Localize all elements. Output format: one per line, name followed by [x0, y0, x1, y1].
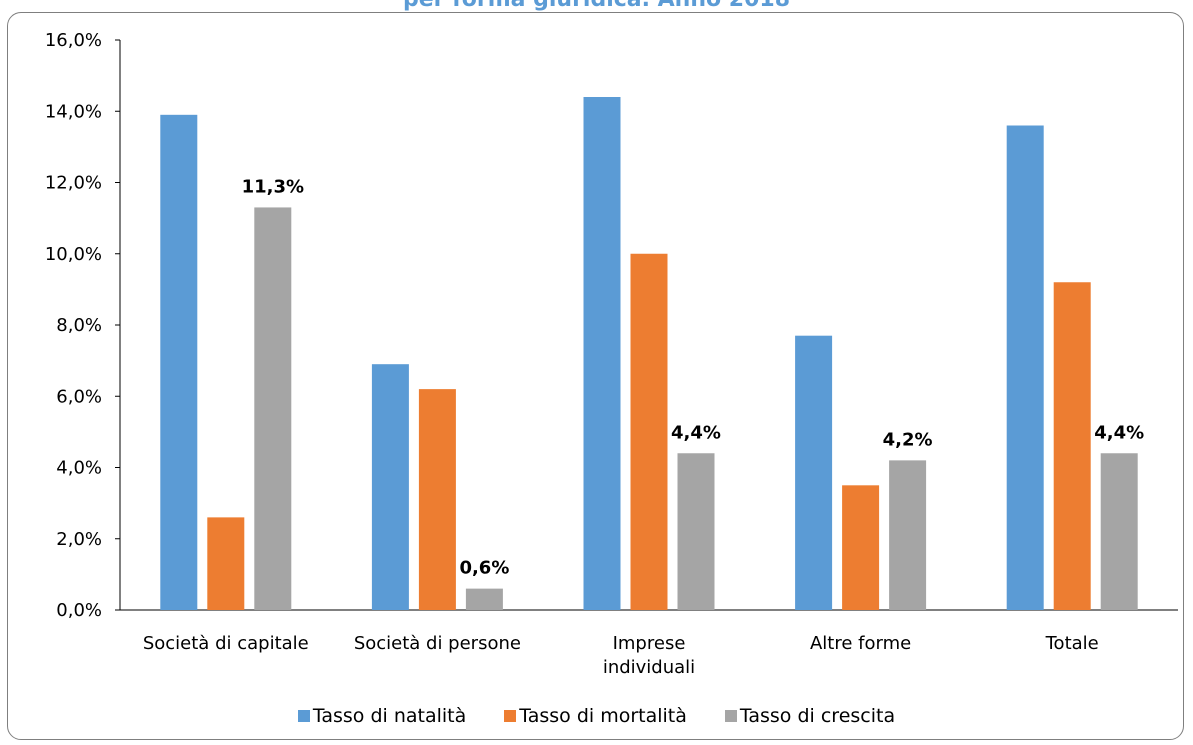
legend-item: Tasso di crescita	[724, 705, 896, 727]
bar	[160, 114, 198, 610]
data-label: 4,4%	[671, 422, 721, 443]
legend-label: Tasso di natalità	[312, 705, 467, 727]
y-tick-label: 10,0%	[45, 244, 102, 265]
bar	[371, 364, 409, 610]
legend-swatch	[297, 710, 310, 722]
data-label: 4,4%	[1094, 422, 1144, 443]
bar	[677, 453, 715, 610]
chart-title: per forma giuridica. Anno 2018	[0, 0, 1193, 13]
bar	[889, 460, 927, 610]
y-tick-label: 6,0%	[56, 386, 102, 407]
legend-item: Tasso di natalità	[297, 705, 467, 727]
y-tick-label: 12,0%	[45, 173, 102, 194]
legend-label: Tasso di crescita	[739, 705, 896, 727]
bar	[254, 207, 292, 610]
data-label: 11,3%	[242, 176, 304, 197]
bar	[465, 588, 503, 610]
y-tick-label: 2,0%	[56, 529, 102, 550]
y-tick-label: 16,0%	[45, 30, 102, 51]
bar	[1006, 125, 1044, 610]
y-tick-label: 0,0%	[56, 600, 102, 621]
bar	[630, 253, 668, 610]
legend: Tasso di natalità Tasso di mortalità Tasso…	[0, 705, 1193, 727]
bar	[207, 517, 245, 610]
bar	[1053, 282, 1091, 610]
data-label: 0,6%	[459, 558, 509, 579]
y-tick-label: 14,0%	[45, 101, 102, 122]
bar	[795, 335, 833, 610]
x-tick-label: Altre forme	[810, 633, 911, 654]
bar	[1100, 453, 1138, 610]
bar	[418, 389, 456, 610]
x-tick-label: Società di persone	[354, 633, 521, 654]
y-tick-label: 4,0%	[56, 458, 102, 479]
legend-item: Tasso di mortalità	[504, 705, 687, 727]
bar	[842, 485, 880, 610]
x-tick-label: Totale	[1045, 633, 1099, 654]
data-label: 4,2%	[883, 429, 933, 450]
legend-label: Tasso di mortalità	[519, 705, 687, 727]
x-tick-label: individuali	[603, 657, 695, 678]
legend-swatch	[724, 710, 737, 722]
bar	[583, 97, 621, 610]
x-tick-label: Imprese	[613, 633, 686, 654]
x-tick-label: Società di capitale	[143, 633, 309, 654]
legend-swatch	[504, 710, 517, 722]
y-tick-label: 8,0%	[56, 315, 102, 336]
chart-frame	[7, 12, 1184, 740]
